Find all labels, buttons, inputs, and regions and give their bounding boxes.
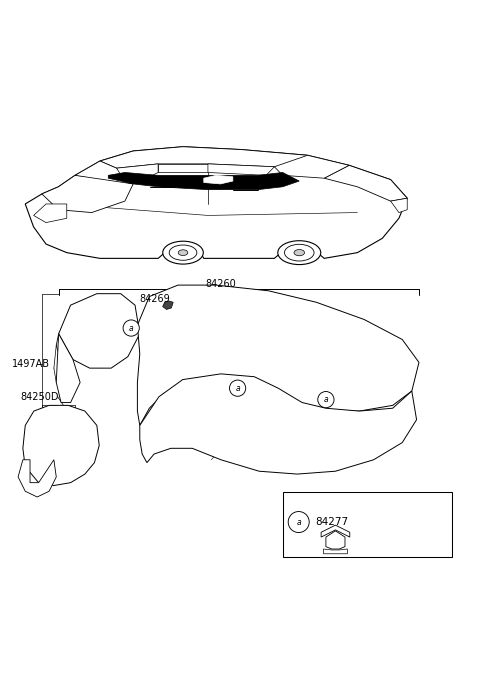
Polygon shape (100, 147, 324, 168)
Ellipse shape (163, 241, 204, 264)
Polygon shape (324, 549, 348, 554)
Text: a: a (235, 384, 240, 392)
Polygon shape (42, 175, 133, 213)
Circle shape (123, 320, 139, 336)
Polygon shape (163, 301, 173, 310)
Polygon shape (208, 164, 275, 175)
Text: 1497AB: 1497AB (12, 359, 50, 369)
Polygon shape (23, 405, 99, 485)
Polygon shape (137, 285, 419, 426)
Ellipse shape (178, 250, 188, 255)
Polygon shape (18, 460, 56, 497)
Ellipse shape (294, 250, 304, 256)
Polygon shape (56, 334, 80, 403)
Polygon shape (117, 164, 158, 181)
Polygon shape (25, 147, 407, 259)
Circle shape (229, 380, 246, 397)
Polygon shape (140, 374, 417, 474)
Polygon shape (324, 165, 407, 201)
Polygon shape (321, 525, 350, 537)
Polygon shape (108, 172, 299, 189)
Circle shape (318, 392, 334, 408)
Text: a: a (324, 395, 328, 404)
Bar (283, 492, 452, 557)
Text: 84250D: 84250D (21, 392, 59, 402)
Ellipse shape (285, 244, 314, 261)
Text: a: a (129, 324, 133, 333)
Text: 84260: 84260 (205, 278, 236, 289)
Polygon shape (391, 198, 407, 213)
Polygon shape (204, 175, 233, 184)
Polygon shape (59, 294, 140, 368)
Text: a: a (296, 517, 301, 526)
Circle shape (288, 511, 309, 532)
Text: 84269: 84269 (140, 295, 170, 304)
Ellipse shape (169, 245, 197, 260)
Polygon shape (75, 161, 133, 184)
Polygon shape (158, 164, 208, 172)
Polygon shape (275, 155, 349, 178)
Polygon shape (34, 204, 67, 223)
Text: 84277: 84277 (315, 517, 348, 527)
Ellipse shape (278, 241, 321, 265)
Polygon shape (326, 531, 345, 549)
